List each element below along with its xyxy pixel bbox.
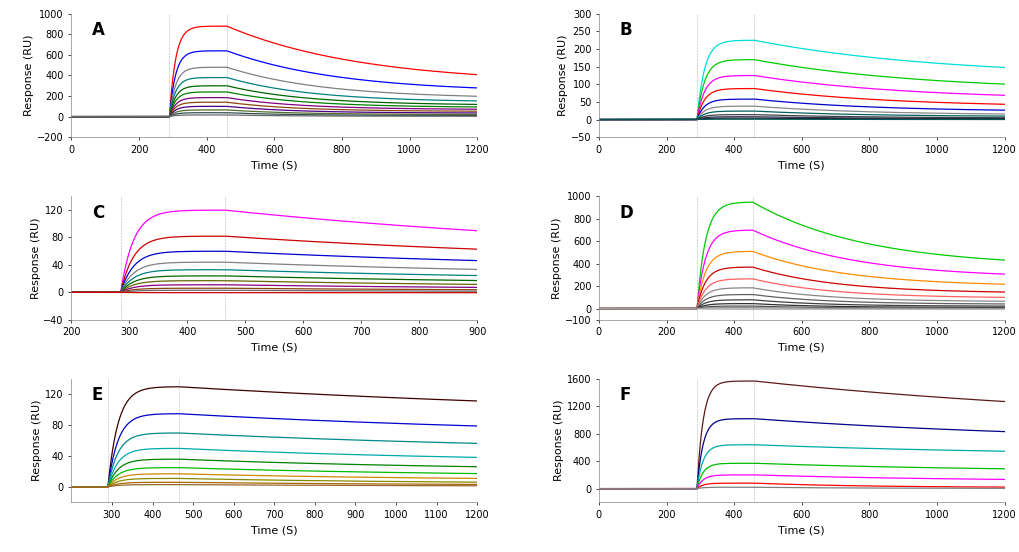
X-axis label: Time (S): Time (S) bbox=[777, 526, 824, 535]
Y-axis label: Response (RU): Response (RU) bbox=[551, 217, 561, 299]
Y-axis label: Response (RU): Response (RU) bbox=[553, 400, 564, 481]
Y-axis label: Response (RU): Response (RU) bbox=[24, 35, 35, 116]
Text: A: A bbox=[92, 21, 105, 39]
X-axis label: Time (S): Time (S) bbox=[777, 343, 824, 353]
X-axis label: Time (S): Time (S) bbox=[251, 161, 298, 171]
Y-axis label: Response (RU): Response (RU) bbox=[31, 217, 41, 299]
Text: E: E bbox=[92, 386, 103, 405]
Text: F: F bbox=[619, 386, 630, 405]
Y-axis label: Response (RU): Response (RU) bbox=[33, 400, 43, 481]
Text: D: D bbox=[619, 204, 633, 222]
Y-axis label: Response (RU): Response (RU) bbox=[557, 35, 568, 116]
X-axis label: Time (S): Time (S) bbox=[251, 343, 298, 353]
Text: C: C bbox=[92, 204, 104, 222]
X-axis label: Time (S): Time (S) bbox=[777, 161, 824, 171]
Text: B: B bbox=[619, 21, 631, 39]
X-axis label: Time (S): Time (S) bbox=[251, 526, 298, 535]
